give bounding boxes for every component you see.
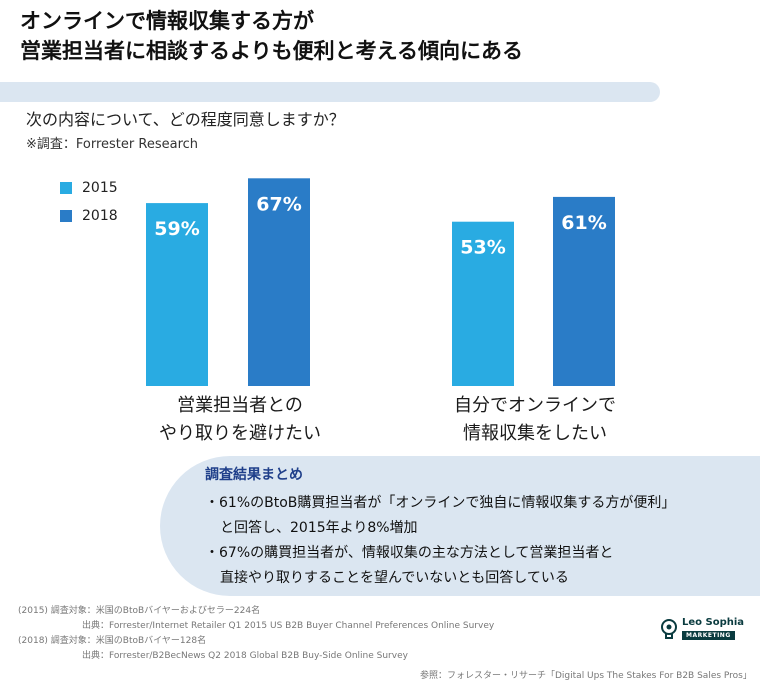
- category-label-self-research-line-1: 自分でオンラインで: [454, 395, 616, 416]
- summary-title: 調査結果まとめ: [205, 467, 303, 483]
- lightbulb-head-icon: [661, 619, 677, 639]
- summary-bullet-2-line-2: 直接やり取りすることを望んでいないとも回答している: [220, 570, 569, 586]
- legend-swatch-2018: [60, 210, 72, 222]
- page-title: オンラインで情報収集する方が 営業担当者に相談するよりも便利と考える傾向にある: [20, 6, 523, 66]
- category-label-self-research: 自分でオンラインで 情報収集をしたい: [430, 392, 640, 448]
- brand-tag: MARKETING: [682, 631, 735, 640]
- footnote-2018-source: 出典：Forrester/B2BecNews Q2 2018 Global B2…: [82, 651, 408, 661]
- data-label-2015-category-2: 53%: [460, 237, 505, 259]
- category-label-self-research-line-2: 情報収集をしたい: [463, 423, 607, 444]
- footnote-2015-source: 出典：Forrester/Internet Retailer Q1 2015 U…: [82, 621, 495, 631]
- footnote-reference: 参照：フォレスター・リサーチ「Digital Ups The Stakes Fo…: [420, 671, 752, 681]
- category-label-avoid-sales-line-2: やり取りを避けたい: [159, 423, 321, 444]
- category-label-avoid-sales: 営業担当者との やり取りを避けたい: [140, 392, 340, 448]
- summary-panel: [160, 456, 760, 596]
- summary-bullet-1-line-1: ・61%のBtoB購買担当者が「オンラインで独自に情報収集する方が便利」: [205, 495, 676, 511]
- legend-item-2015: 2015: [60, 180, 118, 196]
- bar-2018-category-1: [248, 178, 310, 386]
- footnote-2018-target: (2018) 調査対象：米国のBtoBバイヤー128名: [18, 636, 207, 646]
- legend-item-2018: 2018: [60, 208, 118, 224]
- brand-logo: Leo Sophia MARKETING: [660, 617, 750, 645]
- bar-2015-category-2: [452, 221, 514, 386]
- data-label-2015-category-1: 59%: [154, 218, 199, 240]
- title-line-2: 営業担当者に相談するよりも便利と考える傾向にある: [20, 39, 523, 63]
- brand-name: Leo Sophia: [682, 617, 745, 628]
- legend-label-2018: 2018: [82, 208, 118, 224]
- footnote-2015-target: (2015) 調査対象：米国のBtoBバイヤーおよびセラー224名: [18, 606, 261, 616]
- survey-question: 次の内容について、どの程度同意しますか？: [26, 110, 345, 129]
- summary-bullet-2-line-1: ・67%の購買担当者が、情報収集の主な方法として営業担当者と: [205, 545, 614, 561]
- data-label-2018-category-2: 61%: [561, 212, 606, 234]
- data-label-2018-category-1: 67%: [256, 193, 301, 215]
- title-underline-band: [0, 82, 660, 102]
- bar-2015-category-1: [146, 203, 208, 386]
- survey-source-note: ※調査：Forrester Research: [26, 137, 199, 152]
- bar-2018-category-2: [553, 196, 615, 386]
- legend-label-2015: 2015: [82, 180, 118, 196]
- title-line-1: オンラインで情報収集する方が: [20, 9, 314, 33]
- summary-bullet-1-line-2: と回答し、2015年より8%増加: [220, 520, 418, 536]
- legend-swatch-2015: [60, 182, 72, 194]
- category-label-avoid-sales-line-1: 営業担当者との: [177, 395, 303, 416]
